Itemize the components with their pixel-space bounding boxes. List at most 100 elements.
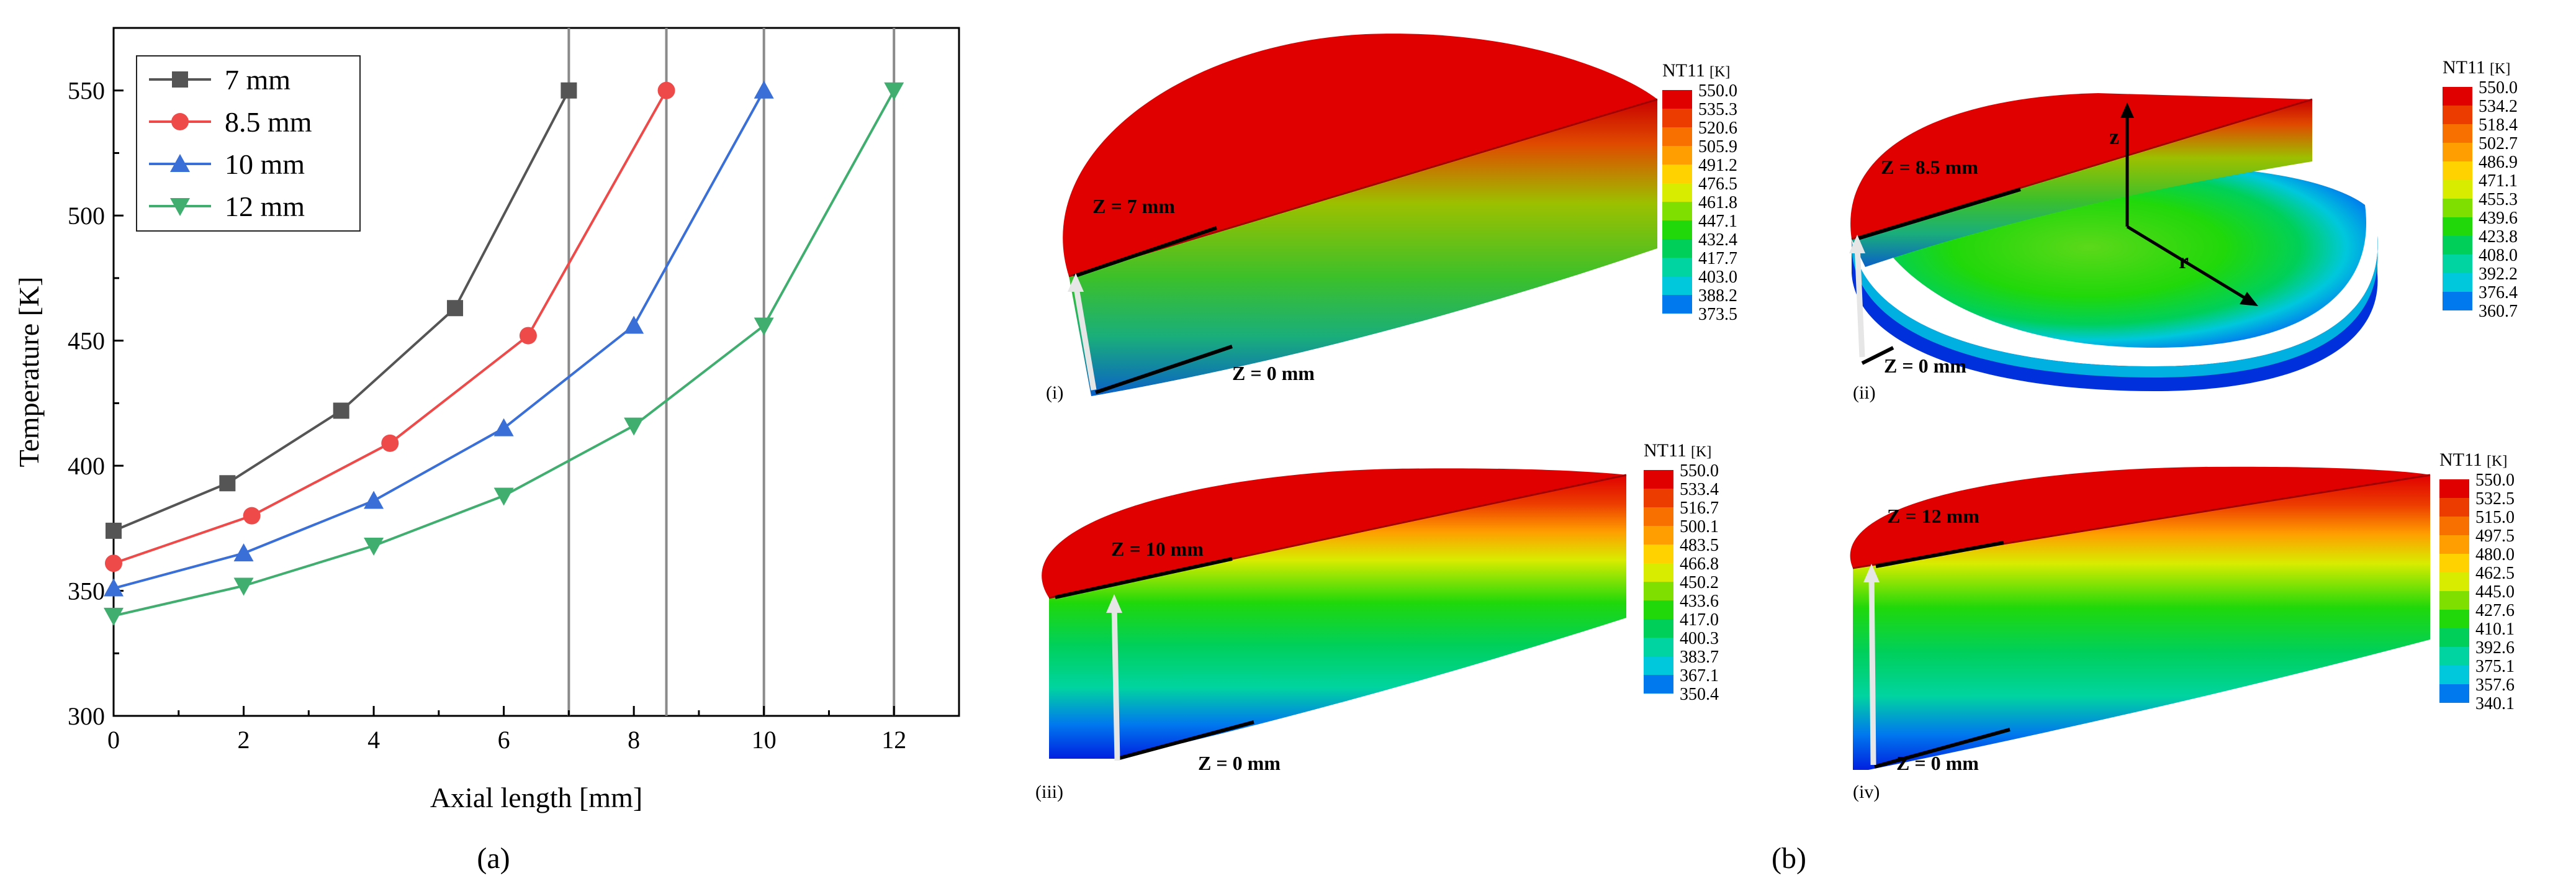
colorbar-band <box>1644 563 1673 582</box>
colorbar-band <box>2439 517 2469 535</box>
colorbar-band <box>2443 273 2472 292</box>
data-point <box>447 300 464 317</box>
data-point <box>333 402 349 419</box>
legend-unit: [K] <box>2490 61 2510 77</box>
colorbar-value: 497.5 <box>2475 527 2515 546</box>
colorbar-value: 480.0 <box>2475 545 2515 564</box>
x-tick-label: 8 <box>628 726 640 754</box>
colorbar-band <box>1662 183 1692 202</box>
contour-iv-face <box>1853 475 2430 770</box>
colorbar-value: 403.0 <box>1698 268 1737 287</box>
colorbar-band <box>2443 87 2472 106</box>
colorbar-value: 367.1 <box>1680 666 1719 685</box>
x-tick-label: 10 <box>752 726 777 754</box>
contour-i-legend: NT11 [K]550.0535.3520.6505.9491.2476.5461… <box>1662 60 1737 324</box>
colorbar-value: 445.0 <box>2475 582 2515 602</box>
contour-ii-top-label: Z = 8.5 mm <box>1881 156 1978 178</box>
data-point <box>884 82 904 101</box>
data-point <box>219 475 236 492</box>
colorbar-value: 432.4 <box>1698 230 1737 250</box>
colorbar-band <box>2439 479 2469 498</box>
x-tick-label: 6 <box>498 726 510 754</box>
data-point <box>364 538 384 556</box>
colorbar-value: 515.0 <box>2475 508 2515 527</box>
colorbar-value: 423.8 <box>2479 227 2518 246</box>
colorbar-band <box>2439 572 2469 591</box>
colorbar-value: 357.6 <box>2475 676 2515 695</box>
legend-unit: [K] <box>1709 64 1730 80</box>
colorbar-value: 408.0 <box>2479 246 2518 265</box>
data-point <box>381 434 399 452</box>
contour-ii: z r Z = 8.5 mm Z = 0 mm (ii) NT11 [K]550.… <box>1849 57 2518 403</box>
colorbar-band <box>1644 675 1673 694</box>
colorbar-band <box>2439 498 2469 517</box>
x-tick-label: 12 <box>881 726 906 754</box>
data-point <box>105 554 122 572</box>
contour-iv-bottom-label: Z = 0 mm <box>1896 752 1979 774</box>
series-group <box>104 80 904 626</box>
contour-i-roman: (i) <box>1046 382 1063 403</box>
data-point <box>106 522 122 539</box>
colorbar-value: 500.1 <box>1680 517 1719 536</box>
colorbar-value: 340.1 <box>2475 694 2515 713</box>
colorbar-value: 550.0 <box>1698 81 1737 101</box>
colorbar-band <box>1662 146 1692 165</box>
colorbar-band <box>1662 127 1692 146</box>
y-tick-label: 500 <box>68 202 105 230</box>
y-tick-label: 400 <box>68 452 105 480</box>
contour-ii-top <box>1850 93 2312 239</box>
contour-iv-roman: (iv) <box>1853 782 1880 802</box>
colorbar-band <box>2439 628 2469 647</box>
colorbar-value: 491.2 <box>1698 156 1737 175</box>
contour-iii-roman: (iii) <box>1035 782 1063 802</box>
contour-ii-axis-r: r <box>2179 248 2189 273</box>
contour-iii-bottom-label: Z = 0 mm <box>1198 752 1281 774</box>
contour-ii-legend: NT11 [K]550.0534.2518.4502.7486.9471.1455… <box>2443 57 2518 321</box>
colorbar-value: 427.6 <box>2475 601 2515 620</box>
x-axis-label: Axial length [mm] <box>430 782 642 813</box>
x-tick-label: 0 <box>107 726 120 754</box>
y-tick-label: 350 <box>68 577 105 605</box>
colorbar-band <box>1662 165 1692 183</box>
legend-label: 8.5 mm <box>225 106 312 138</box>
colorbar-band <box>1644 507 1673 526</box>
colorbar-value: 450.2 <box>1680 573 1719 592</box>
legend-marker <box>170 154 190 172</box>
x-tick-label: 2 <box>238 726 250 754</box>
data-point <box>493 487 514 506</box>
contour-i-face <box>1069 99 1657 396</box>
colorbar-band <box>2443 236 2472 255</box>
colorbar-band <box>2439 535 2469 554</box>
colorbar-value: 417.7 <box>1698 249 1737 268</box>
colorbar-band <box>2439 591 2469 610</box>
colorbar-band <box>2439 647 2469 666</box>
colorbar-value: 471.1 <box>2479 171 2518 191</box>
colorbar-value: 505.9 <box>1698 137 1737 156</box>
colorbar-value: 439.6 <box>2479 209 2518 228</box>
data-point <box>493 418 514 436</box>
contour-iii-top-label: Z = 10 mm <box>1111 538 1204 560</box>
legend-title: NT11 <box>2443 57 2485 78</box>
colorbar-value: 533.4 <box>1680 480 1719 499</box>
contour-ii-roman: (ii) <box>1853 382 1876 403</box>
colorbar-value: 462.5 <box>2475 564 2515 583</box>
colorbar-band <box>2443 180 2472 199</box>
legend-label: 12 mm <box>225 191 305 222</box>
colorbar-value: 388.2 <box>1698 286 1737 305</box>
colorbar-value: 534.2 <box>2479 97 2518 116</box>
colorbar-value: 550.0 <box>2475 471 2515 490</box>
colorbar-band <box>1644 582 1673 600</box>
plot-frame <box>112 27 960 717</box>
panel-b-label: (b) <box>1772 842 1806 875</box>
legend-marker <box>172 71 188 88</box>
panel-a-label: (a) <box>477 842 510 875</box>
colorbar-value: 433.6 <box>1680 592 1719 611</box>
legend-unit: [K] <box>2487 453 2507 469</box>
colorbar-band <box>1662 90 1692 109</box>
legend-marker <box>171 113 189 130</box>
contour-iii-face <box>1049 475 1626 759</box>
temperature-line-chart: 0 2 4 6 8 10 12 300 350 400 450 500 550 Temperature… <box>13 27 960 813</box>
colorbar-value: 461.8 <box>1698 193 1737 212</box>
colorbar-band <box>2439 666 2469 684</box>
data-point <box>104 607 124 626</box>
